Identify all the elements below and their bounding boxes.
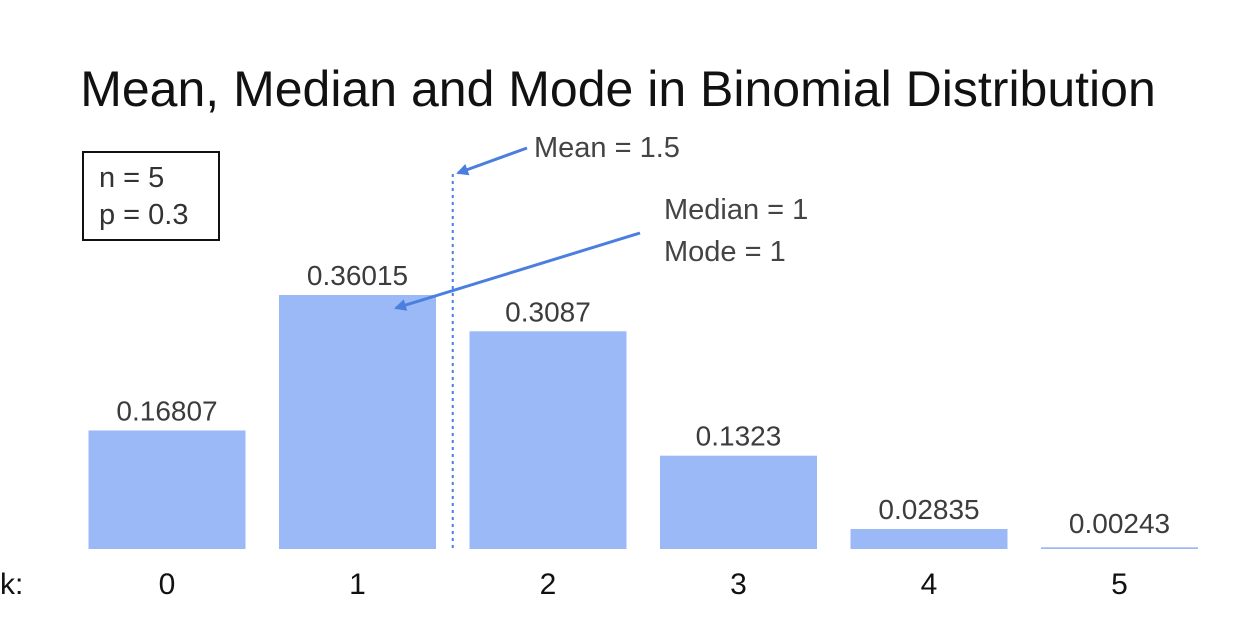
mean-annotation: Mean = 1.5 (534, 132, 680, 164)
x-ticks-layer: 0 1 2 3 4 5 (159, 568, 1128, 601)
median-mode-arrow (394, 231, 641, 311)
x-tick-2: 2 (540, 568, 557, 601)
params-box-border (82, 151, 220, 241)
bar-k-0 (88, 430, 246, 549)
bar-k-1 (279, 295, 436, 549)
mode-annotation: Mode = 1 (664, 236, 786, 268)
x-tick-4: 4 (921, 568, 938, 601)
param-n-label: n = 5 (99, 162, 164, 194)
x-tick-0: 0 (159, 568, 176, 601)
bar-k-2 (469, 331, 627, 549)
x-axis-label: k: (0, 568, 23, 601)
data-label-k-1: 0.36015 (307, 260, 408, 291)
median-annotation: Median = 1 (664, 194, 808, 226)
bar-k-5 (1041, 547, 1198, 549)
data-label-k-3: 0.1323 (696, 421, 782, 452)
params-box: n = 5 p = 0.3 (82, 151, 220, 241)
param-p-label: p = 0.3 (99, 199, 189, 231)
data-label-k-5: 0.00243 (1069, 508, 1170, 539)
chart-title: Mean, Median and Mode in Binomial Distri… (80, 61, 1156, 117)
x-tick-5: 5 (1111, 568, 1128, 601)
data-label-k-0: 0.16807 (116, 395, 217, 426)
x-tick-1: 1 (349, 568, 366, 601)
bars-layer (88, 295, 1198, 549)
data-labels-layer: 0.16807 0.36015 0.3087 0.1323 0.02835 0.00243 (116, 260, 1170, 539)
data-label-k-2: 0.3087 (505, 296, 591, 327)
bar-k-3 (660, 455, 817, 549)
mean-arrow (456, 146, 528, 176)
bar-k-4 (850, 529, 1008, 549)
x-tick-3: 3 (730, 568, 747, 601)
data-label-k-4: 0.02835 (878, 494, 979, 525)
